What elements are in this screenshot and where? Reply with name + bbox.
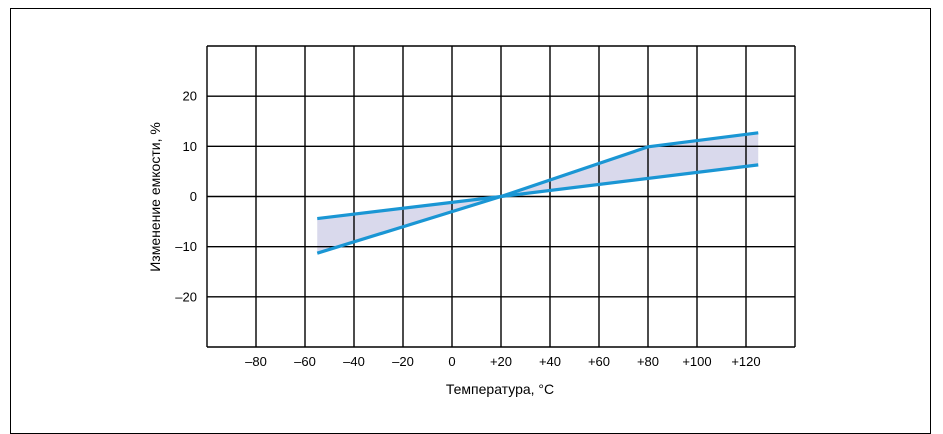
x-tick-label: –80 bbox=[245, 354, 267, 369]
x-tick-label: –40 bbox=[343, 354, 365, 369]
series-line-upper-bound bbox=[316, 131, 759, 255]
x-axis-label: Температура, °С bbox=[446, 381, 554, 397]
series-layer bbox=[316, 131, 759, 255]
x-tick-label: +40 bbox=[539, 354, 561, 369]
y-tick-label: –20 bbox=[175, 289, 197, 304]
y-tick-label: 20 bbox=[183, 89, 197, 104]
x-tick-label: 0 bbox=[448, 354, 455, 369]
y-axis-label: Изменение емкости, % bbox=[147, 122, 163, 272]
x-tick-label: –20 bbox=[392, 354, 414, 369]
x-tick-label: +100 bbox=[682, 354, 711, 369]
chart-frame bbox=[10, 8, 931, 434]
series-line-lower-bound bbox=[317, 163, 759, 221]
x-tick-label: –60 bbox=[294, 354, 316, 369]
x-tick-label: +120 bbox=[731, 354, 760, 369]
tick-label-layer: –80 –60 –40 –20 0 +20 +40 +60 +80 +100 +120 20 10 0 –1… bbox=[175, 89, 760, 369]
y-tick-label: –10 bbox=[175, 239, 197, 254]
x-tick-label: +20 bbox=[490, 354, 512, 369]
x-tick-label: +80 bbox=[637, 354, 659, 369]
y-tick-label: 0 bbox=[190, 189, 197, 204]
x-tick-label: +60 bbox=[588, 354, 610, 369]
y-tick-label: 10 bbox=[183, 139, 197, 154]
